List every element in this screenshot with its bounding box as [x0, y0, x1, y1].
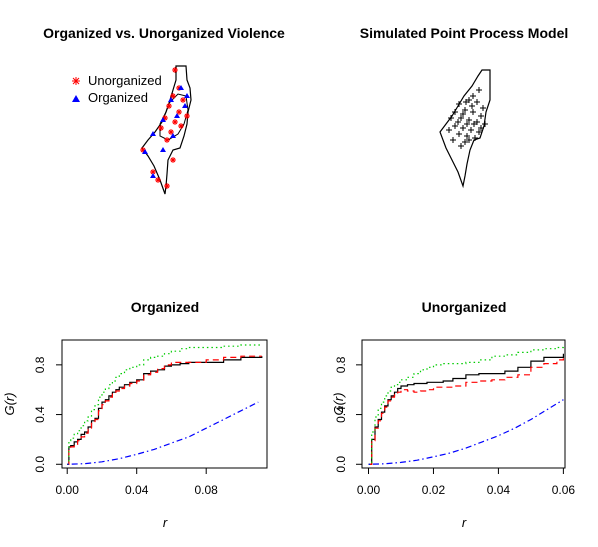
series-line-solid [368, 353, 564, 465]
y-axis-label: G(r) [331, 392, 346, 415]
y-tick-label: 0.8 [33, 356, 47, 373]
series-line-dotted [368, 346, 564, 465]
axis-layer: 0.00 0.02 0.04 0.06 0.0 0.4 0.8 [334, 356, 575, 497]
x-tick-label: 0.00 [357, 483, 381, 497]
axis-layer: 0.00 0.04 0.08 0.0 0.4 0.8 [33, 356, 218, 497]
x-axis-label: r [163, 515, 168, 530]
simulated-points [446, 87, 488, 149]
x-tick-label: 0.04 [487, 483, 511, 497]
plot-frame [361, 339, 566, 469]
legend-unorganized-label: Unorganized [88, 73, 162, 88]
plot-frame [61, 339, 268, 469]
legend-organized-marker [72, 95, 80, 102]
series-line-dashed [368, 357, 564, 465]
x-tick-label: 0.06 [552, 483, 576, 497]
chart-title: Organized [131, 299, 199, 315]
y-tick-label: 0.4 [33, 406, 47, 423]
chart-title: Simulated Point Process Model [360, 25, 569, 41]
series-line-dotted [67, 344, 262, 465]
chart-title: Unorganized [422, 299, 507, 315]
map-points [140, 67, 190, 189]
chart-title: Organized vs. Unorganized Violence [43, 25, 285, 41]
map-inner-region [159, 93, 189, 141]
series-layer [368, 346, 564, 465]
y-tick-label: 0.0 [334, 456, 348, 473]
series-layer [67, 344, 263, 465]
y-axis-label: G(r) [2, 392, 17, 415]
map-panel-organized-vs-unorganized: Organized vs. Unorganized Violence [43, 25, 285, 195]
legend-unorganized-marker [72, 77, 80, 85]
series-line-dashed [67, 355, 262, 465]
g-function-panel-unorganized: Unorganized 0.00 0.02 0.04 0.060.00.40.8 r … [331, 299, 575, 530]
series-line-dotdash [368, 399, 564, 465]
x-tick-label: 0.08 [195, 483, 219, 497]
g-function-panel-organized: Organized 0.00 0.04 0.08 0.0 0.4 0.8 r G(r) [2, 299, 268, 530]
y-tick-label: 0.4 [334, 406, 348, 423]
map-outline [439, 69, 491, 189]
legend: Unorganized Organized [72, 73, 162, 105]
x-tick-label: 0.04 [125, 483, 149, 497]
x-tick-label: 0.02 [422, 483, 446, 497]
y-tick-label: 0.0 [33, 456, 47, 473]
map-panel-simulated: Simulated Point Process Model [360, 25, 569, 189]
x-axis-label: r [462, 515, 467, 530]
x-tick-label: 0.00 [56, 483, 80, 497]
y-tick-label: 0.8 [334, 356, 348, 373]
series-line-solid [67, 356, 263, 465]
legend-organized-label: Organized [88, 90, 148, 105]
series-line-dotdash [67, 401, 259, 465]
